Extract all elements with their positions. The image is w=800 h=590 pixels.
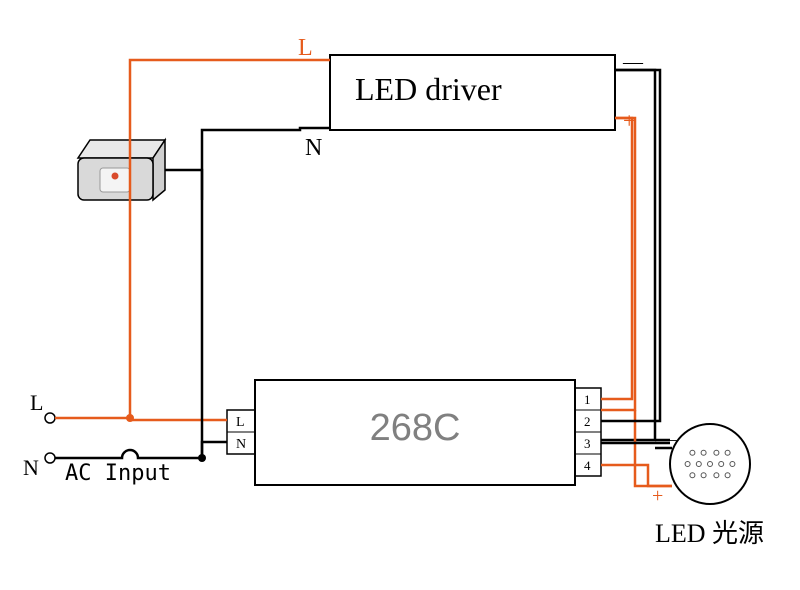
svg-text:LED driver: LED driver xyxy=(355,71,502,107)
svg-text:+: + xyxy=(623,108,635,133)
svg-text:2: 2 xyxy=(584,414,591,429)
svg-text:268C: 268C xyxy=(370,407,461,449)
svg-text:L: L xyxy=(236,415,245,430)
svg-text:—: — xyxy=(659,429,679,449)
svg-text:1: 1 xyxy=(584,392,591,407)
svg-text:L: L xyxy=(30,390,43,415)
svg-text:N: N xyxy=(305,135,322,161)
svg-text:L: L xyxy=(298,35,313,61)
svg-text:N: N xyxy=(236,437,246,452)
svg-text:+: + xyxy=(652,485,663,507)
svg-text:LED 光源: LED 光源 xyxy=(655,519,764,548)
svg-text:4: 4 xyxy=(584,458,591,473)
svg-text:AC Input: AC Input xyxy=(65,461,171,486)
svg-text:3: 3 xyxy=(584,436,591,451)
svg-text:N: N xyxy=(23,455,39,480)
